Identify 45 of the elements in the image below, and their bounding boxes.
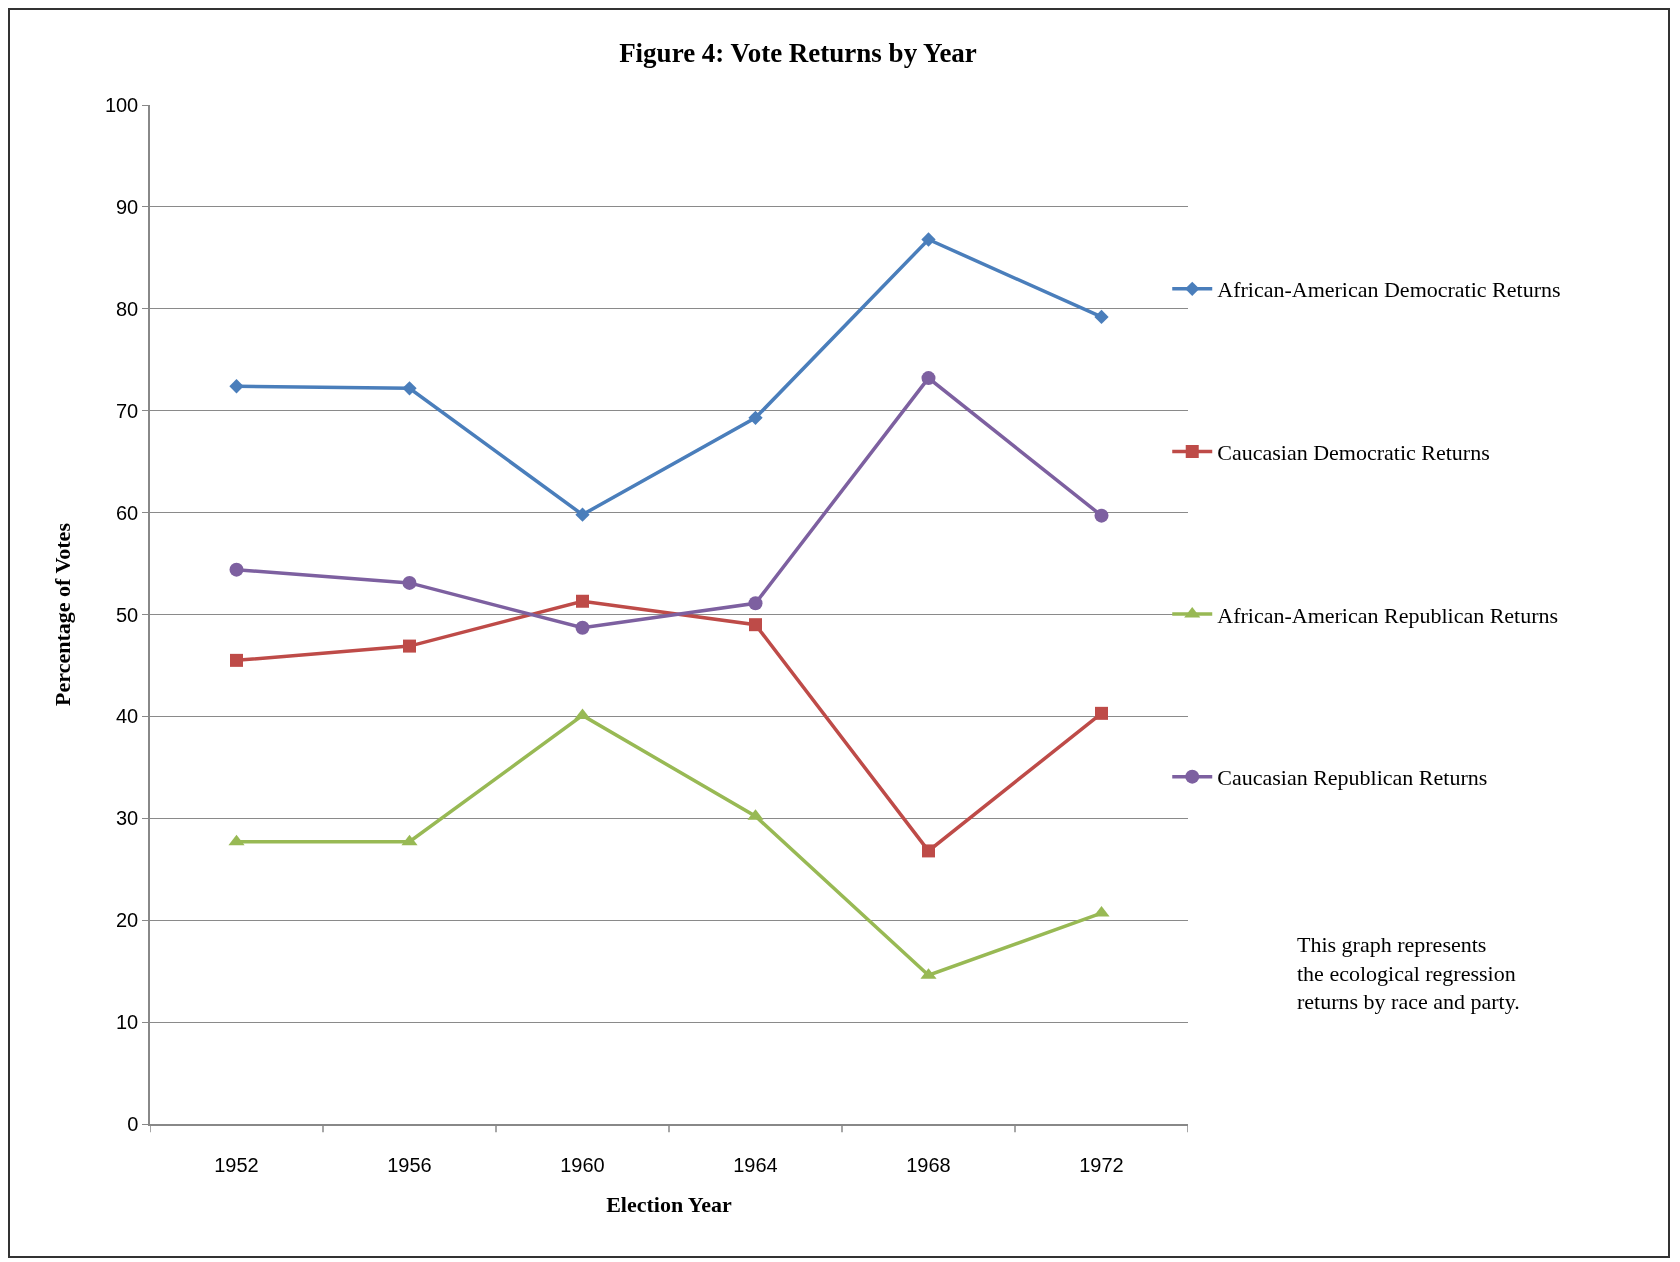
- legend-label: African-American Democratic Returns: [1217, 277, 1561, 303]
- text: This graph represents the ecological regression returns by race and party.: [1297, 932, 1520, 1015]
- point: [229, 562, 244, 577]
- y-tick-label: 40: [116, 705, 139, 728]
- x-tick-label: 1968: [906, 1153, 951, 1176]
- point: [401, 834, 418, 846]
- y-axis-title: Percentage of Votes: [50, 522, 76, 706]
- point: [921, 232, 936, 247]
- y-tick-label: 30: [116, 807, 139, 830]
- legend-label: Caucasian Democratic Returns: [1217, 440, 1490, 466]
- point: [1094, 508, 1109, 523]
- point: [748, 596, 763, 611]
- point: [403, 639, 416, 653]
- y-tick-label: 20: [116, 909, 139, 932]
- x-tick-label: 1960: [560, 1153, 605, 1176]
- point: [575, 507, 590, 522]
- legend-label: Caucasian Republican Returns: [1217, 765, 1488, 791]
- point: [748, 410, 763, 425]
- point: [921, 371, 936, 386]
- x-tick-label: 1972: [1079, 1153, 1124, 1176]
- y-tick-label: 60: [116, 501, 139, 524]
- x-tick-label: 1964: [733, 1153, 778, 1176]
- point: [1094, 309, 1109, 325]
- y-tick-label: 10: [116, 1011, 139, 1034]
- point: [575, 620, 590, 635]
- point: [576, 594, 589, 608]
- point: [229, 379, 244, 394]
- point: [230, 653, 243, 667]
- y-tick-label: 50: [116, 603, 139, 626]
- chart-title: Figure 4: Vote Returns by Year: [619, 38, 977, 69]
- point: [922, 844, 935, 858]
- point: [749, 618, 762, 632]
- point: [402, 381, 417, 396]
- y-tick-label: 0: [127, 1113, 139, 1135]
- legend-label: African-American Republican Returns: [1217, 602, 1559, 628]
- x-axis-title: Election Year: [606, 1192, 733, 1218]
- point: [402, 575, 417, 590]
- point: [1095, 706, 1108, 720]
- x-tick-label: 1956: [387, 1153, 432, 1176]
- x-tick-label: 1952: [214, 1153, 259, 1176]
- y-tick-label: 90: [116, 195, 139, 218]
- y-tick-label: 80: [116, 297, 139, 320]
- point: [228, 834, 245, 846]
- y-tick-label: 100: [104, 94, 139, 116]
- y-tick-label: 70: [116, 399, 139, 422]
